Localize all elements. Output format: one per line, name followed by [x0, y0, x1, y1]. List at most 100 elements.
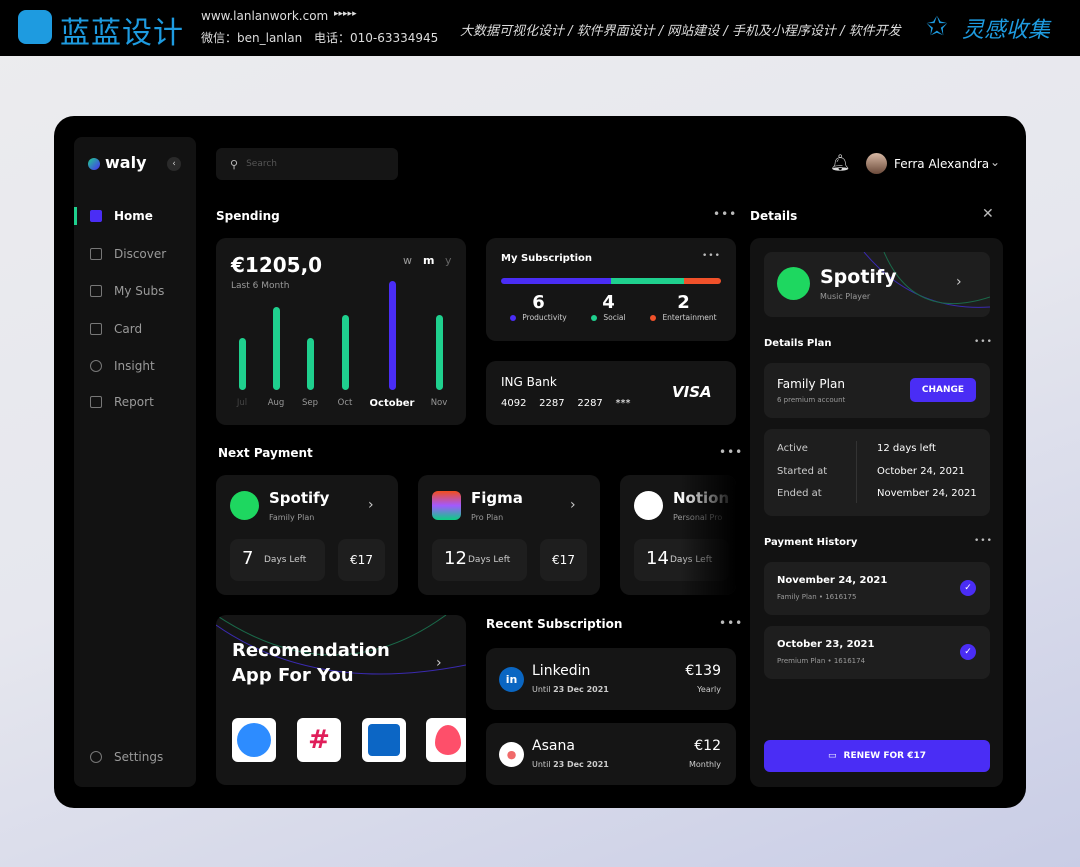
bank-card[interactable]: ING Bank 4092 2287 2287 *** VISA [486, 361, 736, 425]
bar-oct[interactable] [341, 314, 349, 390]
spending-card: €1205,0 Last 6 Month w m y Jul Aug Sep Oct O… [216, 238, 466, 425]
linkedin-icon: in [499, 667, 524, 692]
history-date: October 23, 2021 [777, 639, 875, 650]
sidebar-item-label: Discover [114, 247, 167, 261]
bar-aug[interactable] [272, 307, 280, 390]
list-icon [90, 285, 102, 297]
tinder-app-icon[interactable] [426, 718, 466, 762]
banner-arrows: ▸▸▸▸▸ [334, 9, 357, 19]
next-payment-card[interactable]: Notion Personal Pro 14Days Left [620, 475, 736, 595]
range-year[interactable]: y [445, 254, 452, 267]
range-month[interactable]: m [423, 254, 435, 267]
chevron-right-icon[interactable]: › [570, 497, 576, 513]
change-plan-button[interactable]: CHANGE [910, 378, 976, 402]
home-icon [90, 210, 102, 222]
sidebar-item-home[interactable]: Home [74, 205, 196, 227]
stat-count: 2 [677, 292, 690, 313]
chevron-right-icon[interactable]: › [956, 274, 962, 290]
price: €17 [338, 539, 385, 581]
trello-app-icon[interactable] [362, 718, 406, 762]
spending-title: Spending [216, 209, 280, 223]
visa-logo: VISA [672, 383, 712, 401]
subscription-title: My Subscription [501, 253, 593, 264]
bar-october[interactable] [388, 281, 396, 390]
search-input[interactable]: ⚲ Search [216, 148, 398, 180]
details-app-card[interactable]: Spotify Music Player › [764, 252, 990, 317]
collapse-sidebar-button[interactable]: ‹ [167, 157, 181, 171]
productivity-segment [501, 278, 611, 284]
recent-more-button[interactable]: ••• [719, 616, 744, 630]
user-name[interactable]: Ferra Alexandra [894, 157, 990, 171]
chevron-right-icon[interactable]: › [436, 655, 442, 671]
plan-name: Pro Plan [471, 513, 504, 522]
info-value: November 24, 2021 [877, 488, 977, 499]
sidebar-item-settings[interactable]: Settings [74, 746, 196, 768]
next-payment-more-button[interactable]: ••• [719, 445, 744, 459]
chevron-right-icon[interactable]: › [368, 497, 374, 513]
grid-icon [90, 248, 102, 260]
info-value: 12 days left [877, 443, 936, 454]
bell-icon[interactable]: 🔔︎ [830, 153, 851, 172]
active-indicator [74, 207, 77, 225]
range-week[interactable]: w [403, 254, 412, 267]
renew-button[interactable]: ▭ RENEW FOR €17 [764, 740, 990, 772]
spending-more-button[interactable]: ••• [713, 207, 738, 221]
check-icon: ✓ [960, 644, 976, 660]
info-label: Ended at [777, 488, 822, 499]
banner-url[interactable]: www.lanlanwork.com [201, 9, 329, 23]
lanlan-logo-icon [18, 10, 52, 44]
slack-app-icon[interactable]: # [297, 718, 341, 762]
stat-count: 6 [532, 292, 545, 313]
history-more-button[interactable]: ••• [974, 536, 993, 546]
zoom-app-icon[interactable] [232, 718, 276, 762]
x-tick-label: October [369, 398, 415, 409]
plan-name: Family Plan [777, 377, 845, 391]
sidebar-item-label: Settings [114, 750, 164, 764]
subscription-more-button[interactable]: ••• [702, 251, 721, 261]
renew-label: RENEW FOR €17 [843, 751, 926, 761]
subscription-card: My Subscription ••• 6 Productivity 4 Socia… [486, 238, 736, 341]
chevron-down-icon[interactable]: ⌄ [990, 155, 1001, 169]
bar-jul[interactable] [238, 337, 246, 390]
sidebar-item-label: Card [114, 322, 143, 336]
x-tick-label: Nov [430, 398, 448, 408]
history-item[interactable]: October 23, 2021 Premium Plan • 1616174 … [764, 626, 990, 679]
entertainment-segment [684, 278, 721, 284]
spotify-icon [230, 491, 259, 520]
social-segment [611, 278, 685, 284]
app-name: Figma [471, 489, 523, 507]
asana-icon: ● [499, 742, 524, 767]
days-left-box: 12 Days Left [432, 539, 527, 581]
stat-label: Social [603, 313, 626, 322]
sidebar-item-my-subs[interactable]: My Subs [74, 280, 196, 302]
banner-brand: 灵感收集 [962, 18, 1051, 43]
days-count: 12 [444, 548, 467, 569]
price: €17 [540, 539, 587, 581]
days-label: Days Left [264, 555, 307, 565]
sidebar-item-card[interactable]: Card [74, 318, 196, 340]
until: Until 23 Dec 2021 [532, 760, 609, 769]
payment-history-title: Payment History [764, 537, 858, 548]
history-item[interactable]: November 24, 2021 Family Plan • 1616175 … [764, 562, 990, 615]
next-payment-card[interactable]: Spotify Family Plan › 7 Days Left €17 [216, 475, 398, 595]
sidebar-item-report[interactable]: Report [74, 391, 196, 413]
until: Until 23 Dec 2021 [532, 685, 609, 694]
close-icon[interactable]: ✕ [982, 206, 994, 222]
bar-nov[interactable] [435, 314, 443, 390]
sidebar-item-discover[interactable]: Discover [74, 243, 196, 265]
recommendation-title: Recomendation App For You [232, 640, 390, 686]
spending-amount: €1205,0 [231, 253, 323, 277]
recent-subscription-item[interactable]: in Linkedin Until 23 Dec 2021 €139 Yearl… [486, 648, 736, 710]
decorative-arcs [216, 615, 466, 675]
banner-services: 大数据可视化设计 / 软件界面设计 / 网站建设 / 手机及小程序设计 / 软件… [460, 24, 901, 39]
bar-sep[interactable] [306, 337, 314, 390]
star-icon: ✩ [926, 12, 948, 42]
next-payment-card[interactable]: Figma Pro Plan › 12 Days Left €17 [418, 475, 600, 595]
details-app-name: Spotify [820, 266, 897, 288]
details-plan-more-button[interactable]: ••• [974, 337, 993, 347]
sidebar-item-insight[interactable]: Insight [74, 355, 196, 377]
recent-subscription-item[interactable]: ● Asana Until 23 Dec 2021 €12 Monthly [486, 723, 736, 785]
plan-name: Family Plan [269, 513, 315, 522]
search-placeholder: Search [246, 159, 277, 169]
avatar[interactable] [866, 153, 887, 174]
